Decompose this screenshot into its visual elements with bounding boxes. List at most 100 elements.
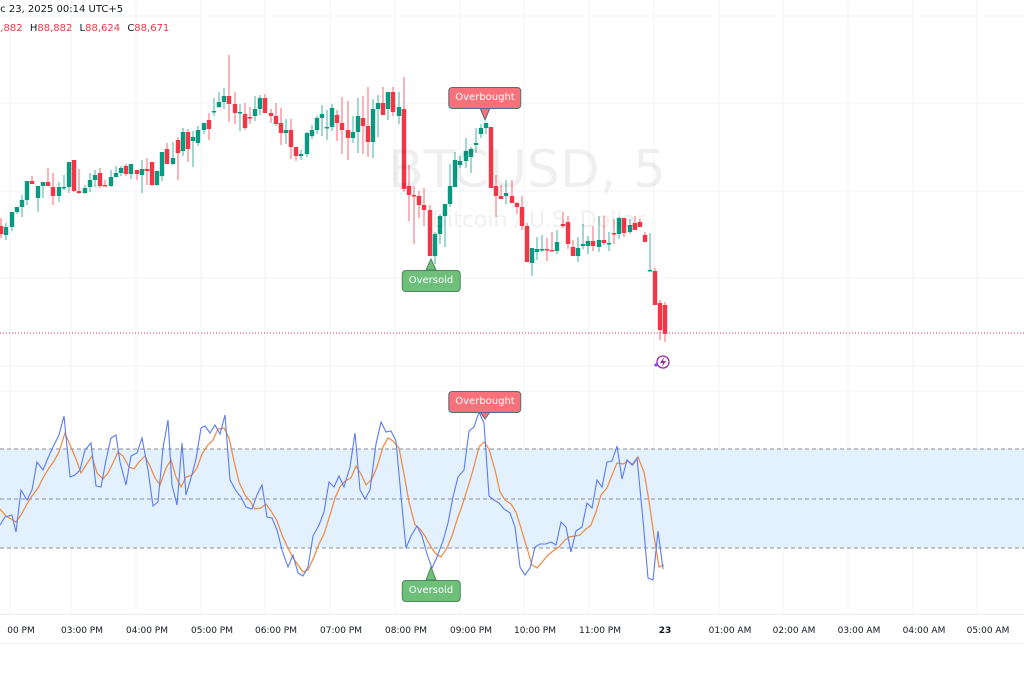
candle[interactable] <box>71 160 77 192</box>
candle[interactable] <box>82 185 88 194</box>
candle[interactable] <box>457 156 463 168</box>
candle[interactable] <box>549 232 555 252</box>
candle[interactable] <box>92 170 98 187</box>
candle[interactable] <box>632 216 638 230</box>
candle[interactable] <box>560 212 566 228</box>
candle[interactable] <box>580 224 586 249</box>
candle[interactable] <box>565 216 571 249</box>
candle[interactable] <box>180 128 186 156</box>
candle[interactable] <box>190 131 196 167</box>
candle[interactable] <box>108 170 114 187</box>
candle[interactable] <box>298 150 304 160</box>
candle[interactable] <box>206 113 212 140</box>
candle[interactable] <box>355 98 361 153</box>
candle[interactable] <box>637 219 643 227</box>
candle[interactable] <box>350 116 356 143</box>
candle[interactable] <box>539 235 545 252</box>
candle[interactable] <box>40 182 46 198</box>
price-oversold-label[interactable]: Oversold <box>401 270 461 292</box>
candle[interactable] <box>519 196 525 230</box>
candle[interactable] <box>647 233 653 272</box>
candle[interactable] <box>314 116 320 134</box>
candle[interactable] <box>304 132 310 157</box>
candle[interactable] <box>498 185 504 199</box>
candle[interactable] <box>61 175 67 190</box>
candle[interactable] <box>442 204 448 247</box>
candle[interactable] <box>195 126 201 146</box>
candle[interactable] <box>375 95 381 137</box>
candle[interactable] <box>411 186 417 244</box>
candle[interactable] <box>159 152 165 181</box>
candle[interactable] <box>590 226 596 251</box>
candle[interactable] <box>447 164 453 207</box>
candle[interactable] <box>360 96 366 154</box>
candle[interactable] <box>144 158 150 185</box>
candle[interactable] <box>76 169 82 194</box>
candle[interactable] <box>529 248 535 276</box>
osc-oversold-label[interactable]: Oversold <box>401 580 461 602</box>
candle[interactable] <box>87 173 93 192</box>
price-overbought-label[interactable]: Overbought <box>448 87 522 109</box>
candle[interactable] <box>3 223 9 240</box>
candle[interactable] <box>554 230 560 254</box>
candle[interactable] <box>596 216 602 252</box>
candle[interactable] <box>621 218 627 237</box>
candle[interactable] <box>524 223 530 262</box>
candle[interactable] <box>175 137 181 180</box>
candle[interactable] <box>56 182 62 202</box>
candle[interactable] <box>468 147 474 173</box>
candle[interactable] <box>134 170 140 180</box>
candle[interactable] <box>534 237 540 260</box>
candle[interactable] <box>102 180 108 187</box>
candle[interactable] <box>226 55 232 122</box>
candle[interactable] <box>611 219 617 244</box>
candle[interactable] <box>616 217 622 239</box>
candle[interactable] <box>201 123 207 134</box>
candle[interactable] <box>211 98 217 116</box>
candlestick-series[interactable] <box>0 55 668 342</box>
candle[interactable] <box>273 103 279 126</box>
candle[interactable] <box>570 240 576 256</box>
candle[interactable] <box>406 165 412 221</box>
candle[interactable] <box>493 175 499 217</box>
candle[interactable] <box>123 164 129 176</box>
candle[interactable] <box>113 166 119 177</box>
candle[interactable] <box>164 143 170 164</box>
candle[interactable] <box>385 92 391 120</box>
candle[interactable] <box>128 164 134 179</box>
d-line[interactable] <box>0 427 665 573</box>
candle[interactable] <box>293 147 299 161</box>
candle[interactable] <box>237 104 243 131</box>
candle[interactable] <box>503 180 509 204</box>
candle[interactable] <box>452 152 458 187</box>
candle[interactable] <box>232 92 238 124</box>
candle[interactable] <box>170 142 176 165</box>
candle[interactable] <box>139 160 145 193</box>
candle[interactable] <box>66 162 72 193</box>
candle[interactable] <box>324 110 330 140</box>
candle[interactable] <box>662 302 668 342</box>
candle[interactable] <box>154 171 160 186</box>
candle[interactable] <box>268 109 274 123</box>
candle[interactable] <box>370 99 376 158</box>
candle[interactable] <box>283 119 289 144</box>
candle[interactable] <box>339 97 345 154</box>
candle[interactable] <box>585 236 591 254</box>
candle[interactable] <box>657 300 663 340</box>
candle[interactable] <box>221 88 227 109</box>
candle[interactable] <box>29 176 35 184</box>
candle[interactable] <box>252 96 258 121</box>
candle[interactable] <box>9 212 15 231</box>
candle[interactable] <box>483 122 489 134</box>
candle[interactable] <box>478 124 484 138</box>
candle[interactable] <box>97 168 103 188</box>
candle[interactable] <box>575 237 581 262</box>
candle[interactable] <box>278 108 284 145</box>
candle[interactable] <box>118 166 124 176</box>
candle[interactable] <box>463 138 469 168</box>
k-line[interactable] <box>0 410 664 581</box>
time-axis[interactable] <box>0 614 1024 644</box>
candle[interactable] <box>401 77 407 192</box>
candle[interactable] <box>247 107 253 124</box>
